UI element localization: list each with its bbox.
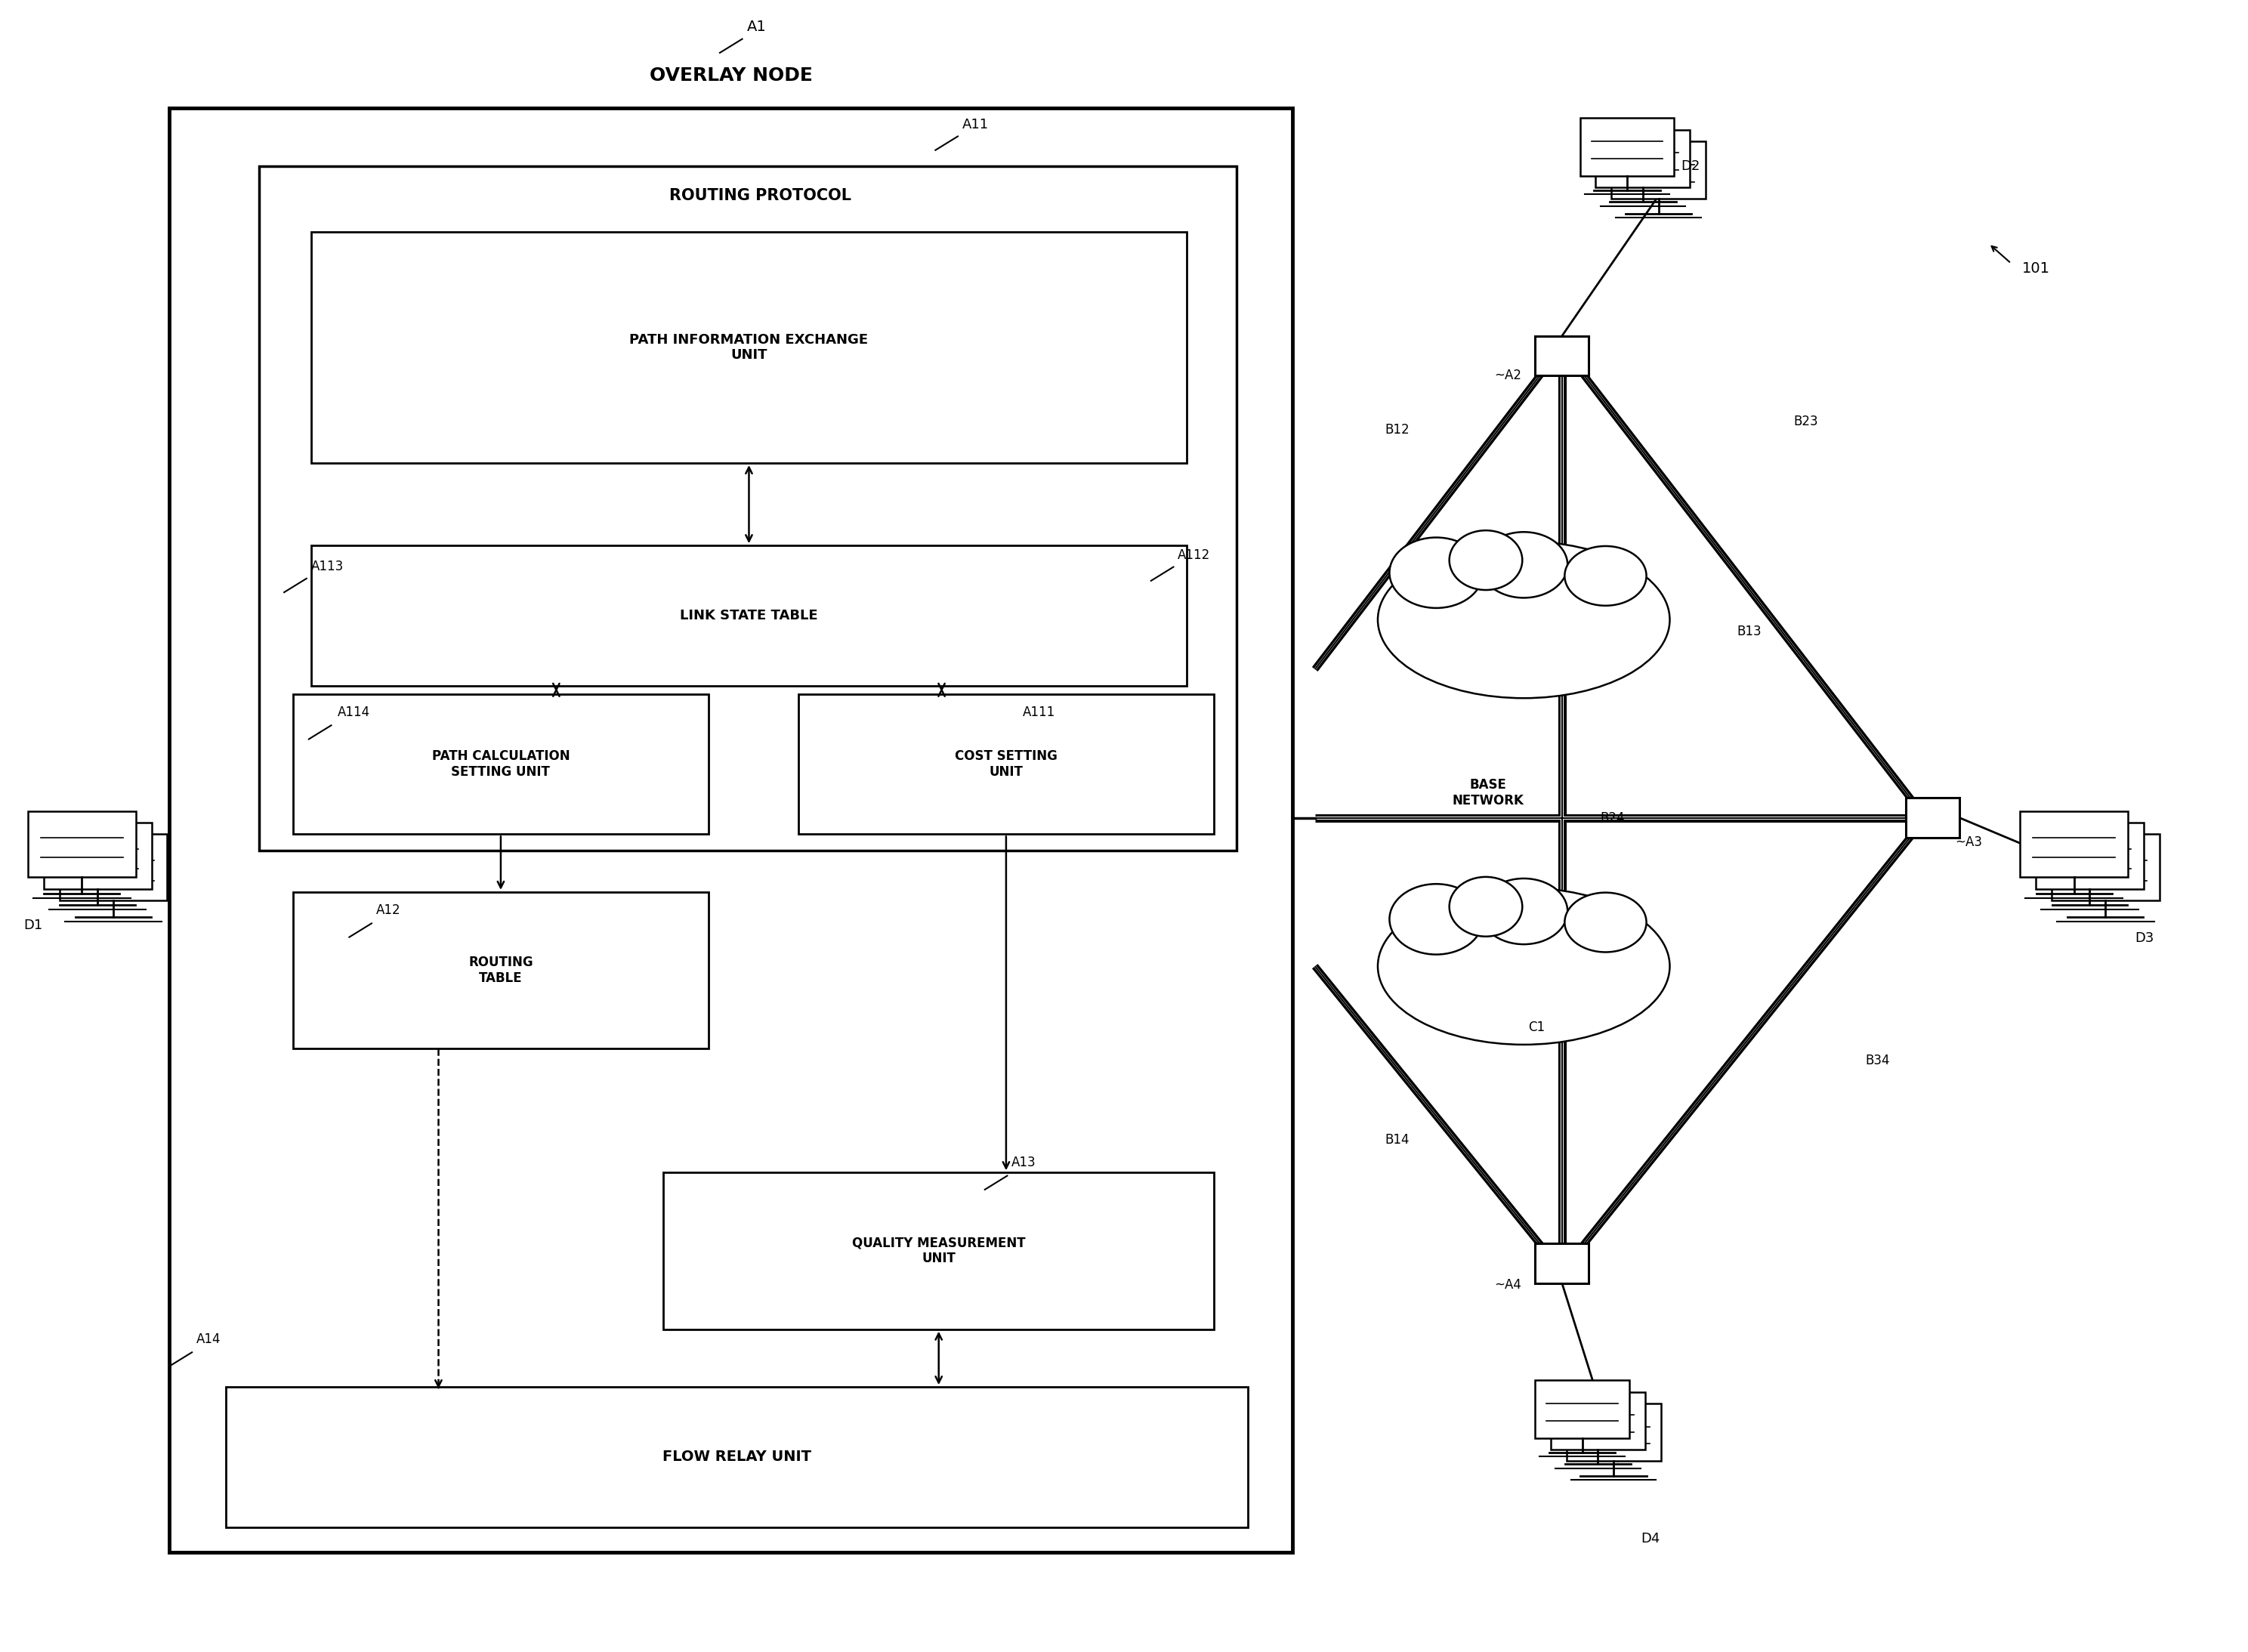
Text: A12: A12 — [375, 904, 400, 917]
Text: BASE
NETWORK: BASE NETWORK — [1452, 778, 1524, 808]
FancyBboxPatch shape — [663, 1173, 1214, 1330]
Text: 101: 101 — [2023, 261, 2050, 276]
FancyBboxPatch shape — [1551, 1393, 1646, 1450]
FancyBboxPatch shape — [310, 231, 1187, 463]
Text: A11: A11 — [962, 117, 989, 132]
FancyBboxPatch shape — [225, 1388, 1248, 1526]
FancyBboxPatch shape — [1535, 1381, 1630, 1439]
FancyBboxPatch shape — [1906, 798, 1960, 838]
Text: PATH INFORMATION EXCHANGE
UNIT: PATH INFORMATION EXCHANGE UNIT — [629, 332, 868, 362]
Ellipse shape — [1450, 530, 1522, 590]
Text: ROUTING PROTOCOL: ROUTING PROTOCOL — [670, 188, 852, 203]
Text: ROUTING
TABLE: ROUTING TABLE — [468, 957, 533, 985]
FancyBboxPatch shape — [292, 694, 708, 834]
Ellipse shape — [1389, 537, 1484, 608]
Text: COST SETTING
UNIT: COST SETTING UNIT — [955, 750, 1057, 778]
FancyBboxPatch shape — [798, 694, 1214, 834]
FancyBboxPatch shape — [1612, 142, 1706, 198]
Text: ~A4: ~A4 — [1495, 1279, 1522, 1292]
FancyBboxPatch shape — [259, 167, 1236, 851]
FancyBboxPatch shape — [1535, 1244, 1589, 1284]
FancyBboxPatch shape — [1567, 1404, 1661, 1462]
Text: PATH CALCULATION
SETTING UNIT: PATH CALCULATION SETTING UNIT — [432, 750, 569, 778]
FancyBboxPatch shape — [1535, 335, 1589, 375]
Ellipse shape — [1479, 532, 1567, 598]
Text: B14: B14 — [1385, 1133, 1409, 1146]
Text: A1: A1 — [746, 20, 767, 35]
Text: A13: A13 — [1012, 1156, 1036, 1170]
Ellipse shape — [1565, 547, 1646, 606]
Text: LINK STATE TABLE: LINK STATE TABLE — [679, 610, 818, 623]
FancyBboxPatch shape — [58, 834, 166, 900]
FancyBboxPatch shape — [1580, 119, 1675, 177]
Text: ~A2: ~A2 — [1495, 368, 1522, 382]
Text: B13: B13 — [1738, 624, 1762, 638]
Text: D2: D2 — [1682, 159, 1699, 173]
FancyBboxPatch shape — [310, 545, 1187, 686]
Text: A14: A14 — [196, 1332, 220, 1346]
Text: B34: B34 — [1866, 1054, 1891, 1067]
Text: OVERLAY NODE: OVERLAY NODE — [650, 66, 812, 84]
Text: B23: B23 — [1794, 415, 1819, 428]
Text: ~A3: ~A3 — [1956, 836, 1983, 849]
FancyBboxPatch shape — [43, 823, 151, 889]
Text: QUALITY MEASUREMENT
UNIT: QUALITY MEASUREMENT UNIT — [852, 1236, 1025, 1265]
FancyBboxPatch shape — [2021, 811, 2129, 877]
Text: B24: B24 — [1601, 811, 1625, 824]
FancyBboxPatch shape — [2037, 823, 2145, 889]
Text: B12: B12 — [1385, 423, 1409, 436]
Ellipse shape — [1378, 542, 1670, 699]
FancyBboxPatch shape — [169, 109, 1293, 1551]
Ellipse shape — [1378, 887, 1670, 1044]
FancyBboxPatch shape — [1596, 131, 1690, 187]
Ellipse shape — [1450, 877, 1522, 937]
Text: D4: D4 — [1641, 1531, 1659, 1546]
Text: A113: A113 — [310, 560, 344, 573]
Text: A114: A114 — [337, 705, 371, 719]
Text: A111: A111 — [1023, 705, 1057, 719]
Text: D3: D3 — [2136, 932, 2154, 945]
Ellipse shape — [1479, 879, 1567, 945]
FancyBboxPatch shape — [2052, 834, 2160, 900]
Ellipse shape — [1565, 892, 1646, 952]
Text: FLOW RELAY UNIT: FLOW RELAY UNIT — [663, 1450, 812, 1464]
Ellipse shape — [1389, 884, 1484, 955]
Text: C1: C1 — [1529, 1021, 1544, 1034]
FancyBboxPatch shape — [292, 892, 708, 1049]
Text: A112: A112 — [1178, 548, 1212, 562]
Text: D1: D1 — [22, 919, 43, 932]
FancyBboxPatch shape — [27, 811, 135, 877]
